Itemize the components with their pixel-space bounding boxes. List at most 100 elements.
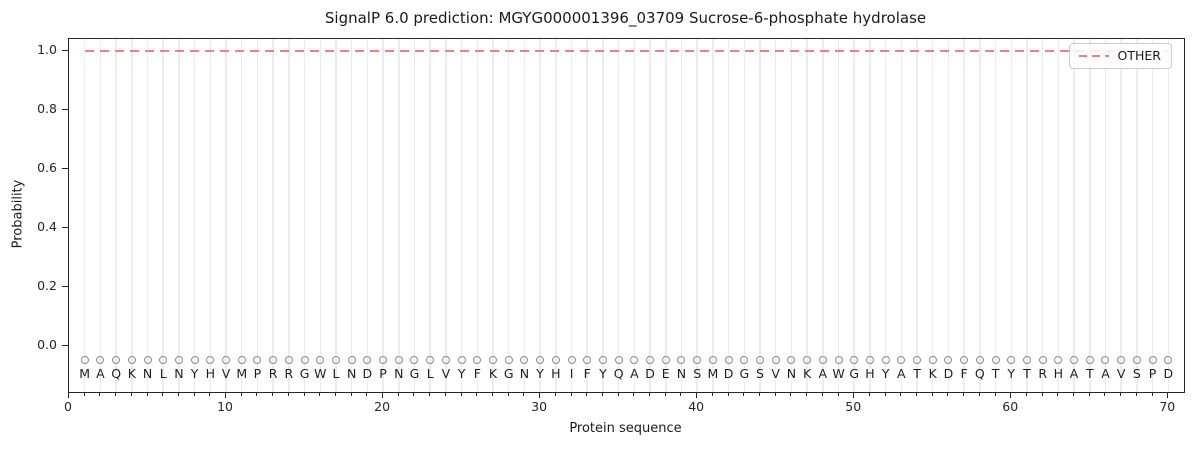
residue-marker	[504, 355, 513, 364]
x-minor-tick	[287, 392, 289, 396]
residue-letter: Y	[599, 366, 607, 382]
residue-gridline	[1167, 39, 1170, 392]
residue-letter: I	[569, 366, 574, 382]
residue-gridline	[774, 39, 777, 392]
x-minor-tick	[397, 392, 399, 396]
residue-letter: S	[756, 366, 764, 382]
x-minor-tick	[586, 392, 588, 396]
residue-marker	[661, 355, 670, 364]
x-minor-tick	[350, 392, 352, 396]
residue-marker	[457, 355, 466, 364]
x-minor-tick	[617, 392, 619, 396]
residue-letter: H	[551, 366, 561, 382]
residue-letter: P	[379, 366, 387, 382]
residue-gridline	[240, 39, 243, 392]
residue-gridline	[1041, 39, 1044, 392]
x-minor-tick	[1135, 392, 1137, 396]
residue-marker	[803, 355, 812, 364]
legend-label-other: OTHER	[1117, 48, 1161, 63]
residue-letter: N	[346, 366, 357, 382]
residue-gridline	[586, 39, 588, 392]
residue-marker	[441, 355, 450, 364]
x-minor-tick	[492, 392, 493, 396]
y-tick-label: 1.0	[37, 42, 57, 57]
residue-gridline	[1073, 39, 1075, 392]
residue-gridline	[947, 39, 950, 392]
residue-marker	[237, 355, 246, 364]
residue-letter: T	[913, 366, 921, 382]
x-minor-tick	[240, 392, 242, 396]
x-minor-tick	[963, 392, 965, 396]
x-minor-tick	[1120, 392, 1122, 396]
residue-letter: A	[1069, 366, 1079, 382]
residue-gridline	[727, 39, 730, 392]
residue-letter: T	[991, 366, 1000, 382]
residue-marker	[1148, 355, 1157, 364]
x-minor-tick	[727, 392, 729, 396]
residue-gridline	[602, 39, 604, 392]
y-tick-label: 0.2	[37, 278, 57, 293]
residue-letter: R	[284, 366, 294, 382]
residue-marker	[112, 355, 121, 364]
x-minor-tick	[1104, 392, 1106, 396]
x-tick-label: 30	[531, 399, 548, 414]
y-tick-mark	[62, 344, 68, 346]
x-minor-tick	[1073, 392, 1075, 396]
residue-letter: W	[832, 366, 845, 382]
chart-title: SignalP 6.0 prediction: MGYG000001396_03…	[324, 9, 927, 27]
residue-letter: Y	[1007, 366, 1016, 382]
x-major-tick	[852, 392, 854, 398]
x-minor-tick	[177, 392, 179, 396]
residue-gridline	[413, 39, 416, 392]
x-major-tick	[224, 392, 226, 398]
x-minor-tick	[429, 392, 431, 396]
x-tick-label: 40	[688, 399, 705, 414]
residue-letter: P	[1148, 366, 1157, 382]
x-minor-tick	[947, 392, 949, 396]
residue-letter: L	[332, 366, 340, 382]
residue-marker	[379, 355, 388, 364]
residue-marker	[206, 355, 215, 364]
residue-letter: W	[314, 366, 327, 382]
x-minor-tick	[554, 392, 556, 396]
x-minor-tick	[303, 392, 305, 396]
residue-marker	[975, 355, 984, 364]
legend: OTHER	[1068, 43, 1172, 69]
residue-letter: K	[127, 366, 136, 382]
residue-marker	[190, 355, 199, 364]
residue-letter: Y	[536, 366, 544, 382]
residue-letter: N	[394, 366, 404, 382]
residue-marker	[913, 355, 922, 364]
residue-letter: M	[707, 366, 719, 382]
x-minor-tick	[570, 392, 572, 396]
x-minor-tick	[130, 392, 132, 396]
residue-gridline	[1120, 39, 1122, 392]
residue-letter: M	[79, 366, 91, 382]
residue-marker	[740, 355, 749, 364]
residue-gridline	[303, 39, 306, 392]
residue-gridline	[1089, 39, 1091, 392]
residue-letter: K	[488, 366, 498, 382]
residue-gridline	[1151, 39, 1154, 392]
residue-gridline	[1010, 39, 1012, 392]
residue-gridline	[256, 39, 259, 392]
x-minor-tick	[774, 392, 776, 396]
residue-letter: A	[897, 366, 906, 382]
residue-marker	[598, 355, 607, 364]
residue-gridline	[523, 39, 526, 392]
residue-gridline	[555, 39, 557, 392]
x-major-tick	[381, 392, 383, 398]
y-tick-label: 0.4	[37, 219, 57, 234]
residue-marker	[536, 355, 545, 364]
x-minor-tick	[868, 392, 870, 396]
residue-gridline	[916, 39, 918, 392]
residue-marker	[551, 355, 560, 364]
x-minor-tick	[931, 392, 933, 396]
x-minor-tick	[319, 392, 321, 396]
x-tick-label: 10	[217, 399, 233, 414]
residue-letter: D	[723, 366, 734, 382]
residue-marker	[881, 355, 890, 364]
residue-marker	[708, 355, 717, 364]
x-minor-tick	[821, 392, 823, 396]
